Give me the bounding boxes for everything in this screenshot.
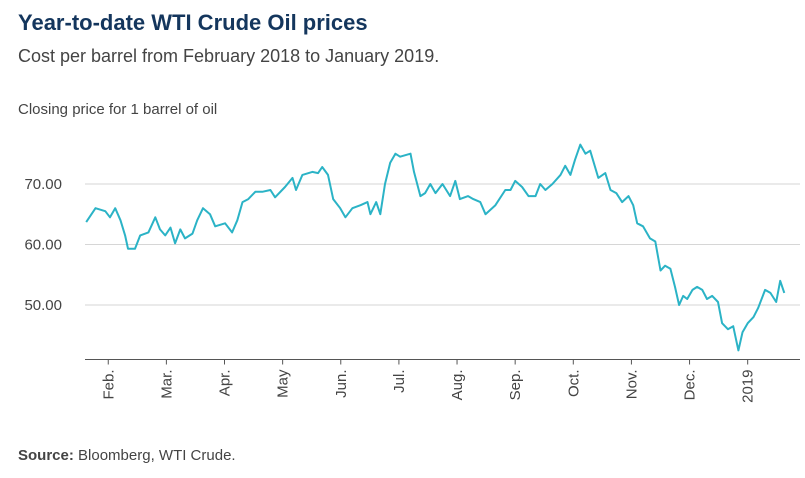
x-tick-label: May	[275, 369, 292, 398]
x-tick-label: Aug.	[449, 370, 466, 401]
x-tick-label: 2019	[740, 370, 757, 403]
y-tick-label: 70.00	[24, 176, 62, 193]
x-tick-label: Dec.	[682, 370, 699, 401]
chart-title: Year-to-date WTI Crude Oil prices	[18, 10, 368, 35]
line	[85, 143, 786, 352]
chart-subtitle: Cost per barrel from February 2018 to Ja…	[18, 46, 439, 66]
x-tick-label: Apr.	[217, 370, 234, 397]
source-text: Bloomberg, WTI Crude.	[78, 447, 236, 464]
y-tick-label: 60.00	[24, 237, 62, 254]
y-tick-label: 50.00	[24, 297, 62, 314]
x-tick-label: Oct.	[565, 370, 582, 398]
x-tick-label: Jul.	[391, 370, 408, 393]
x-tick-label: Nov.	[623, 370, 640, 400]
x-tick-label: Feb.	[100, 370, 117, 400]
x-tick-label: Sep.	[507, 370, 524, 401]
y-axis-label: Closing price for 1 barrel of oil	[18, 101, 217, 118]
x-tick-label: Jun.	[333, 370, 350, 398]
x-tick-label: Mar.	[158, 370, 175, 399]
source: Source: Bloomberg, WTI Crude.	[18, 447, 236, 464]
source-label: Source:	[18, 447, 74, 464]
